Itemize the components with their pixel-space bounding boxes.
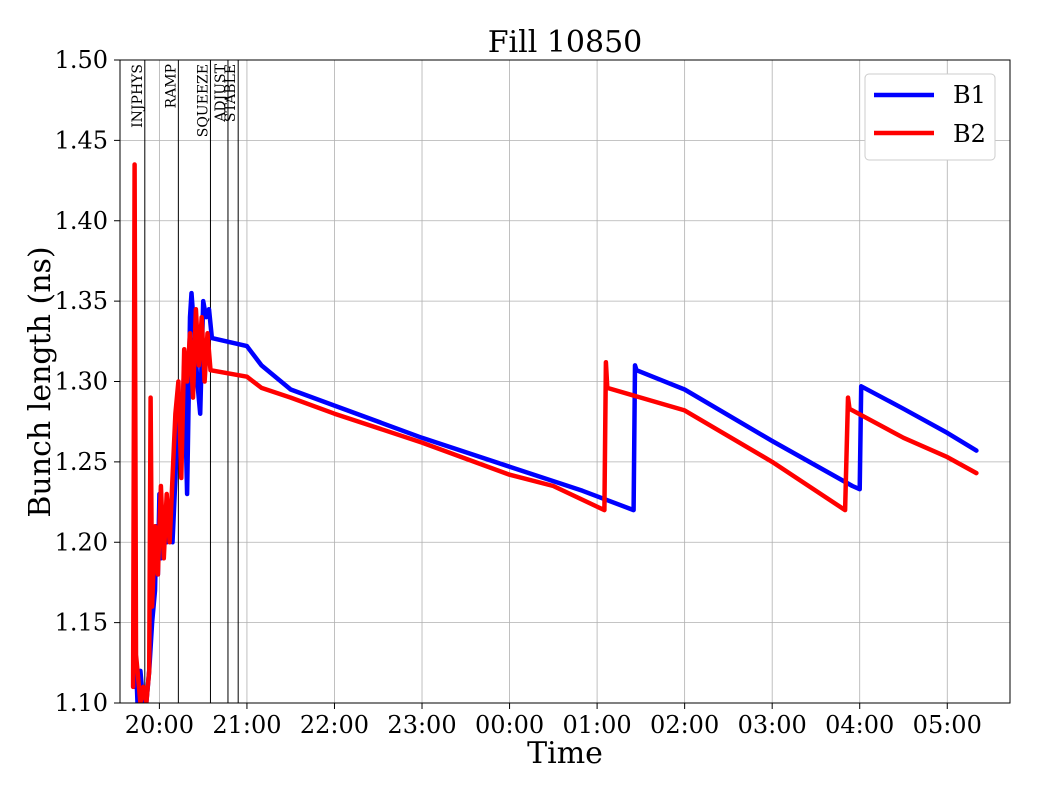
series-layer (130, 162, 979, 703)
y-axis-ticks: 1.10 1.15 1.20 1.25 1.30 1.35 1.40 1.45 1.50 (55, 46, 120, 717)
x-tick-label: 03:00 (738, 711, 807, 739)
x-tick-label: 01:00 (563, 711, 632, 739)
legend-label-b2: B2 (953, 120, 986, 148)
legend-label-b1: B1 (953, 81, 986, 109)
x-axis-ticks: 20:00 21:00 22:00 23:00 00:00 01:00 02:00 03:00… (125, 703, 982, 739)
phase-label-squeeze: SQUEEZE (195, 64, 211, 137)
y-tick-label: 1.45 (55, 126, 108, 154)
chart-title: Fill 10850 (488, 25, 643, 60)
x-tick-label: 22:00 (300, 711, 369, 739)
x-tick-label: 20:00 (125, 711, 194, 739)
phase-label-ramp: RAMP (163, 64, 179, 108)
series-line-b1 (132, 290, 979, 703)
x-tick-label: 00:00 (475, 711, 544, 739)
x-tick-label: 04:00 (825, 711, 894, 739)
y-tick-label: 1.40 (55, 207, 108, 235)
phase-label-stable: STABLE (223, 64, 239, 122)
y-axis-label: Bunch length (ns) (23, 246, 58, 517)
x-tick-label: 05:00 (913, 711, 982, 739)
y-tick-label: 1.30 (55, 368, 108, 396)
y-tick-label: 1.20 (55, 528, 108, 556)
x-tick-label: 23:00 (387, 711, 456, 739)
x-tick-label: 21:00 (212, 711, 281, 739)
y-tick-label: 1.35 (55, 287, 108, 315)
x-axis-label: Time (527, 736, 603, 771)
legend: B1 B2 (864, 73, 996, 161)
series-line-b2 (130, 162, 979, 703)
phase-label-adjust: ADJUST (213, 63, 229, 122)
grid (120, 59, 1010, 704)
x-tick-label: 02:00 (650, 711, 719, 739)
y-tick-label: 1.25 (55, 448, 108, 476)
y-tick-label: 1.10 (55, 689, 108, 717)
y-tick-label: 1.50 (55, 46, 108, 74)
phase-label-injphys: INJPHYS (130, 64, 146, 128)
y-tick-label: 1.15 (55, 609, 108, 637)
